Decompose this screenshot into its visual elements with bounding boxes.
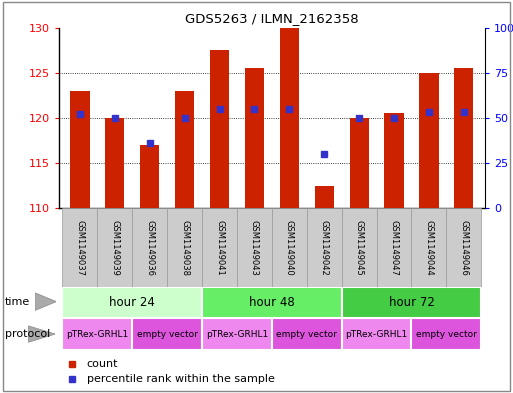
Bar <box>167 208 202 287</box>
Text: GSM1149044: GSM1149044 <box>424 220 433 275</box>
Bar <box>342 318 411 350</box>
Text: GSM1149037: GSM1149037 <box>75 220 85 275</box>
Text: protocol: protocol <box>5 329 50 339</box>
Text: GSM1149046: GSM1149046 <box>459 220 468 275</box>
Bar <box>446 208 481 287</box>
Bar <box>132 208 167 287</box>
Bar <box>419 73 439 208</box>
Text: GSM1149047: GSM1149047 <box>389 220 399 275</box>
Text: percentile rank within the sample: percentile rank within the sample <box>87 374 274 384</box>
Bar <box>377 208 411 287</box>
Bar <box>63 208 97 287</box>
Text: GSM1149038: GSM1149038 <box>180 220 189 275</box>
Bar <box>105 118 125 208</box>
Text: count: count <box>87 358 118 369</box>
Text: GSM1149039: GSM1149039 <box>110 220 120 275</box>
Bar <box>175 91 194 208</box>
Bar <box>132 318 202 350</box>
Text: pTRex-GRHL1: pTRex-GRHL1 <box>345 330 408 338</box>
Bar <box>202 208 237 287</box>
Text: GSM1149043: GSM1149043 <box>250 220 259 275</box>
Bar <box>272 318 342 350</box>
Bar <box>202 287 342 318</box>
Bar <box>349 118 369 208</box>
Bar <box>411 318 481 350</box>
Bar <box>210 50 229 208</box>
Text: hour 48: hour 48 <box>249 296 295 309</box>
Bar <box>140 145 160 208</box>
Text: GSM1149040: GSM1149040 <box>285 220 294 275</box>
Text: GSM1149042: GSM1149042 <box>320 220 329 275</box>
Title: GDS5263 / ILMN_2162358: GDS5263 / ILMN_2162358 <box>185 12 359 25</box>
Bar <box>384 113 404 208</box>
Bar <box>63 287 202 318</box>
Text: hour 24: hour 24 <box>109 296 155 309</box>
Bar <box>63 318 132 350</box>
Bar <box>245 68 264 208</box>
Text: GSM1149036: GSM1149036 <box>145 220 154 275</box>
Bar <box>272 208 307 287</box>
Text: pTRex-GRHL1: pTRex-GRHL1 <box>66 330 129 338</box>
Text: hour 72: hour 72 <box>388 296 435 309</box>
Text: empty vector: empty vector <box>137 330 198 338</box>
Bar <box>342 287 481 318</box>
Bar <box>307 208 342 287</box>
Bar <box>97 208 132 287</box>
Text: empty vector: empty vector <box>277 330 337 338</box>
Bar <box>280 28 299 208</box>
Text: GSM1149041: GSM1149041 <box>215 220 224 275</box>
Bar <box>454 68 473 208</box>
Text: empty vector: empty vector <box>416 330 477 338</box>
Text: pTRex-GRHL1: pTRex-GRHL1 <box>206 330 268 338</box>
Polygon shape <box>35 293 56 310</box>
Bar <box>342 208 377 287</box>
Bar <box>202 318 272 350</box>
Polygon shape <box>28 326 55 342</box>
Bar <box>411 208 446 287</box>
Bar <box>237 208 272 287</box>
Text: GSM1149045: GSM1149045 <box>354 220 364 275</box>
Bar <box>70 91 90 208</box>
Bar <box>314 185 334 208</box>
Text: time: time <box>5 297 30 307</box>
